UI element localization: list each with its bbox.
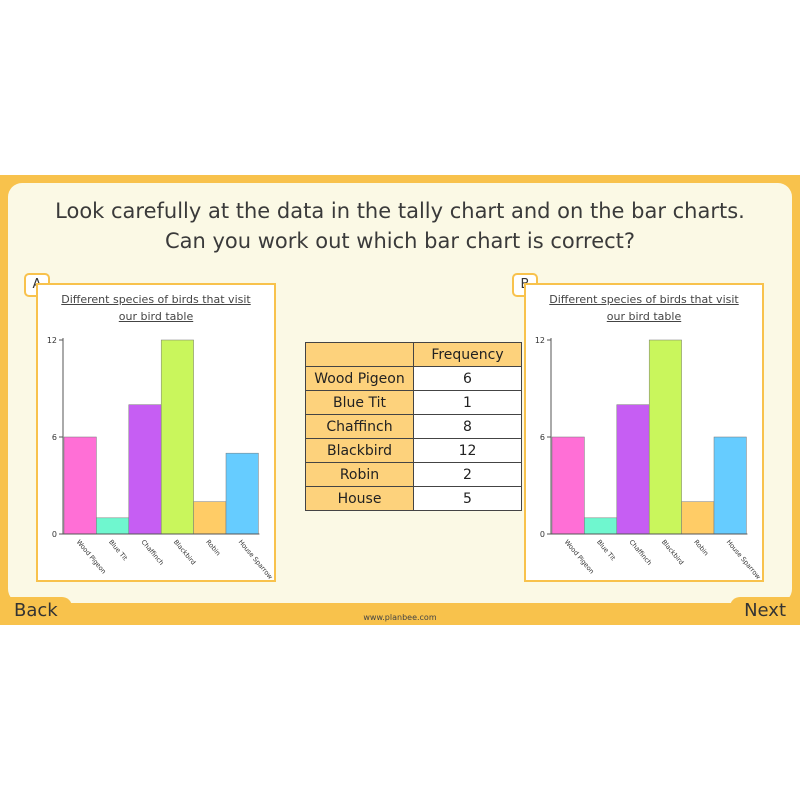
bird-name: Blackbird: [305, 438, 414, 463]
bar: [551, 436, 585, 535]
x-tick-label: Blackbird: [172, 538, 198, 566]
bar: [63, 436, 97, 535]
y-tick-label: 6: [540, 433, 545, 442]
y-tick-label: 12: [47, 336, 57, 345]
bar: [713, 436, 747, 535]
footer-link[interactable]: www.planbee.com: [355, 611, 445, 625]
table-row: House 5: [305, 486, 522, 511]
x-tick-label: Chaffinch: [627, 538, 653, 567]
table-corner: [305, 342, 414, 367]
y-tick-label: 0: [540, 530, 545, 539]
bird-name: Blue Tit: [305, 390, 414, 415]
table-header-row: Frequency: [305, 342, 522, 367]
chart-panel: Different species of birds that visit ou…: [36, 283, 276, 582]
bar: [584, 517, 618, 535]
frequency: 6: [413, 366, 522, 391]
x-tick-label: Blackbird: [660, 538, 686, 566]
chart-title: Different species of birds that visit ou…: [549, 293, 739, 323]
bird-name: Robin: [305, 462, 414, 487]
back-button[interactable]: Back: [0, 597, 72, 625]
table-row: Blackbird 12: [305, 438, 522, 463]
table-row: Blue Tit 1: [305, 390, 522, 415]
bar: [681, 501, 715, 535]
question-line: Can you work out which bar chart is corr…: [164, 229, 636, 253]
bird-name: House: [305, 486, 414, 511]
next-button[interactable]: Next: [730, 597, 800, 625]
frequency: 1: [413, 390, 522, 415]
frequency-table: Frequency Wood Pigeon 6 Blue Tit 1 Chaffinch 8…: [305, 342, 522, 511]
x-tick-label: Robin: [204, 538, 222, 557]
bar: [128, 404, 162, 535]
x-tick-label: Robin: [692, 538, 710, 557]
x-tick-label: Blue Tit: [107, 538, 129, 562]
y-tick-label: 0: [52, 530, 57, 539]
table-header: Frequency: [413, 342, 522, 367]
x-tick-label: Blue Tit: [595, 538, 617, 562]
bar: [225, 452, 259, 535]
frequency: 5: [413, 486, 522, 511]
table-row: Chaffinch 8: [305, 414, 522, 439]
bar: [193, 501, 227, 535]
table-row: Wood Pigeon 6: [305, 366, 522, 391]
x-tick-label: House Sparrow: [725, 538, 762, 580]
bird-name: Chaffinch: [305, 414, 414, 439]
frequency: 12: [413, 438, 522, 463]
x-tick-label: Wood Pigeon: [75, 538, 108, 575]
chart-title: Different species of birds that visit ou…: [61, 293, 251, 323]
frequency: 8: [413, 414, 522, 439]
question-line: Look carefully at the data in the tally …: [55, 199, 745, 223]
bar: [648, 339, 682, 535]
frequency: 2: [413, 462, 522, 487]
bar: [96, 517, 130, 535]
chart-panel: Different species of birds that visit ou…: [524, 283, 764, 582]
bird-name: Wood Pigeon: [305, 366, 414, 391]
y-tick-label: 12: [535, 336, 545, 345]
x-tick-label: Wood Pigeon: [563, 538, 596, 575]
bar: [160, 339, 194, 535]
x-tick-label: House Sparrow: [237, 538, 274, 580]
y-tick-label: 6: [52, 433, 57, 442]
bar: [616, 404, 650, 535]
x-tick-label: Chaffinch: [139, 538, 165, 567]
chart: 0 6 12 Wood Pigeon Blue Tit Chaffinch Blackbir…: [535, 336, 763, 581]
table-row: Robin 2: [305, 462, 522, 487]
chart: 0 6 12 Wood Pigeon Blue Tit Chaffinch Blackbir…: [47, 336, 275, 581]
